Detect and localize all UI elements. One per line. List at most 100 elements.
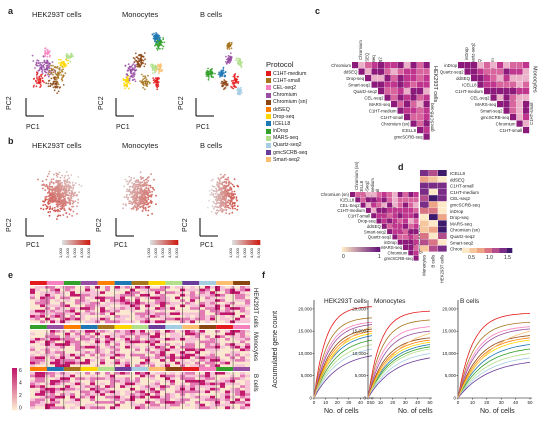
panel-b-bcell-point (212, 178, 214, 181)
panel-e-cell (45, 348, 51, 352)
panel-e-cell (235, 382, 241, 386)
panel-e-cell (155, 286, 161, 289)
panel-e-cell (235, 312, 241, 316)
panel-a-mono-point (133, 58, 136, 60)
panel-e-cell (205, 379, 211, 383)
panel-e-cell (120, 385, 126, 389)
panel-c-hek-cell (404, 107, 411, 114)
panel-e-cell (125, 351, 131, 354)
panel-e-cell (180, 312, 186, 316)
panel-b-colorbar-1-segment (64, 240, 67, 245)
panel-e-cell (235, 296, 241, 300)
panel-a-mono-point (139, 59, 142, 62)
panel-e-cell (175, 393, 181, 396)
panel-c-bcell-cell (408, 207, 414, 213)
panel-e-cell (120, 372, 126, 375)
panel-a-mono-point (131, 64, 134, 67)
panel-e-cell (215, 353, 221, 357)
panel-c-colorbar-segment (378, 247, 381, 252)
panel-e-cell (55, 332, 61, 336)
panel-e-cell (205, 309, 211, 313)
panel-e-cell (150, 387, 156, 391)
panel-b-mono-point (147, 187, 150, 190)
panel-e-cell (180, 288, 186, 292)
panel-e-cell (165, 309, 171, 313)
panel-e-cell (225, 317, 231, 321)
panel-a-hek-point (52, 86, 55, 89)
panel-f-curve (367, 357, 431, 399)
panel-e-cell (160, 340, 166, 344)
panel-e-cell (40, 385, 46, 389)
panel-e-cell (230, 337, 236, 341)
panel-a-hek-point (48, 67, 50, 69)
panel-e-cell (85, 335, 91, 339)
panel-e-cell (40, 320, 46, 324)
panel-e-cell (40, 296, 46, 300)
panel-e-cell (75, 374, 81, 378)
panel-b-bcell-point (224, 203, 226, 205)
panel-letter-d: d (398, 162, 404, 172)
panel-c-mono-cell (503, 88, 510, 95)
panel-e-cell (195, 296, 201, 300)
panel-e-cell (220, 332, 226, 336)
panel-e-cell (80, 393, 86, 396)
panel-f-curve (313, 348, 373, 399)
panel-e-cell (35, 309, 41, 313)
panel-b-hek-point (66, 179, 69, 182)
panel-a-hek-point (46, 60, 49, 63)
panel-a-bcell-point (239, 64, 242, 66)
panel-c-bcell-cell (397, 239, 403, 245)
panel-a-hek-point (51, 69, 53, 72)
panel-e-cell (60, 390, 66, 394)
panel-b-mono-point (148, 205, 151, 208)
panel-e-cell (195, 345, 201, 349)
panel-a-hek-point (50, 67, 53, 70)
panel-e-cell (195, 309, 201, 313)
panel-e-cell (245, 330, 251, 333)
panel-e-cell (55, 340, 61, 344)
panel-e-cell (145, 309, 151, 313)
panel-b-mono-point (139, 205, 142, 208)
panel-e-cell (150, 406, 156, 410)
panel-e-cell (50, 382, 56, 386)
panel-e-cell (40, 374, 46, 378)
panel-b-hek-point (46, 185, 49, 188)
panel-e-cell (195, 393, 201, 396)
panel-e-cell (235, 301, 241, 305)
panel-e-cell (155, 364, 161, 368)
panel-b-colorbar-1-segment (74, 240, 77, 245)
panel-b-mono-point (129, 190, 132, 193)
panel-e-cell (190, 320, 196, 324)
panel-e-cell (100, 296, 106, 300)
panel-e-cell (210, 364, 216, 368)
panel-e-cell (220, 307, 226, 310)
panel-a-mono-point (142, 59, 145, 62)
panel-b-bcell-point (214, 212, 217, 214)
panel-e-cell (125, 315, 131, 318)
panel-e-cell (165, 337, 171, 341)
panel-e-cell (200, 299, 206, 303)
panel-b-hek-point (69, 202, 72, 205)
panel-e-cell (135, 403, 141, 407)
panel-f-curve (367, 310, 431, 399)
panel-e-cell (160, 301, 166, 305)
panel-a-mono-point (126, 74, 129, 76)
panel-a-hek-point (48, 69, 51, 72)
panel-f-curve (457, 339, 531, 399)
panel-c-mono-cell (497, 75, 504, 82)
panel-e-cell (100, 307, 106, 310)
panel-e-cell (30, 293, 36, 297)
panel-b-hek-point (65, 171, 68, 173)
panel-b-mono-point (127, 196, 130, 199)
panel-a-mono-point (124, 87, 126, 90)
panel-a-bcell-point (224, 61, 227, 63)
panel-e-cell (245, 353, 251, 357)
panel-c-bcell-cell (413, 234, 419, 240)
panel-e-colorbar-segment (12, 397, 17, 400)
panel-b-colorbar-1-segment (63, 240, 66, 245)
panel-a-hek-point (65, 54, 68, 57)
panel-e-cell (35, 304, 41, 308)
panel-a-bcell-point (239, 92, 242, 94)
panel-e-cell (200, 403, 206, 407)
panel-e-cell (130, 401, 136, 404)
